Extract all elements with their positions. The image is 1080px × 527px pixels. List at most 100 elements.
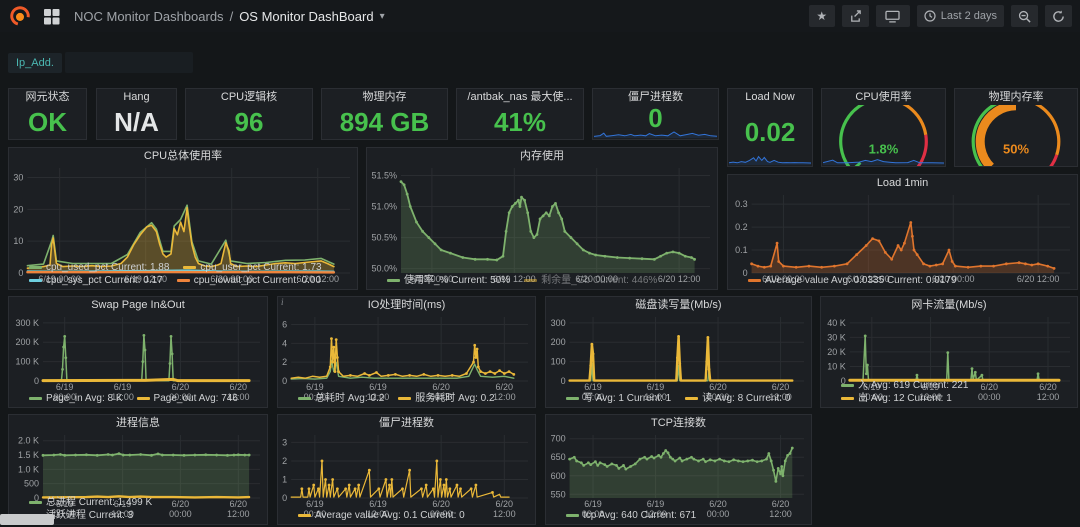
- chart-plot[interactable]: 0 100 K 200 K 300 K 6/19 00:00 6/19 12:00 6/20 00…: [9, 313, 267, 402]
- chevron-down-icon[interactable]: ▾: [379, 10, 385, 22]
- svg-text:6/19 00:00: 6/19 00:00: [38, 274, 81, 284]
- breadcrumb-folder[interactable]: NOC Monitor Dashboards: [74, 8, 224, 24]
- zoom-out-button[interactable]: [1011, 5, 1038, 27]
- panel-title[interactable]: Hang: [123, 91, 150, 103]
- panel-title[interactable]: Load Now: [745, 91, 795, 103]
- panel-title[interactable]: IO处理时间(ms): [367, 299, 446, 311]
- legend-item[interactable]: Average value Avg: 0.1 Current: 0: [298, 509, 465, 522]
- svg-text:6/19: 6/19: [584, 499, 602, 509]
- panel-title[interactable]: 内存使用: [520, 150, 564, 162]
- panel-title[interactable]: TCP连接数: [651, 417, 706, 429]
- panel-title[interactable]: 物理内存: [362, 91, 407, 103]
- legend-series-dash: [298, 397, 311, 400]
- tv-mode-button[interactable]: [875, 5, 910, 27]
- svg-text:00:00: 00:00: [53, 392, 76, 402]
- panel-title[interactable]: 物理内存率: [988, 91, 1044, 103]
- svg-text:12:00: 12:00: [111, 392, 134, 402]
- legend-series-dash: [685, 397, 699, 400]
- svg-text:6/19: 6/19: [647, 499, 665, 509]
- legend-item[interactable]: 总进程 Current: 1.499 K: [29, 496, 152, 509]
- panel-title[interactable]: /antbak_nas 最大使...: [467, 91, 573, 103]
- panel-nic-traffic: 网卡流量(Mb/s) 0 10 K 20 K 30 K 40 K 6/19 00:00 6/1…: [820, 296, 1078, 408]
- svg-text:12:00: 12:00: [493, 509, 516, 519]
- legend-item[interactable]: 读 Avg: 8 Current: 0: [685, 392, 790, 405]
- panel-disk-read-write: 磁盘读写量(Mb/s) 0 100 200 300 6/19 00:00 6/19 12:00…: [545, 296, 812, 408]
- svg-text:12:00: 12:00: [367, 509, 390, 519]
- legend-item[interactable]: 总耗时 Avg: 0.2: [298, 392, 384, 405]
- chart-plot[interactable]: 0 1 2 3 6/19 00:00 6/19 12:00 6/20 00:00 6/20 12:00: [278, 431, 535, 519]
- svg-text:10 K: 10 K: [827, 361, 846, 371]
- variable-value-redacted[interactable]: [64, 52, 193, 73]
- chart-plot[interactable]: 0 10 20 30 6/19 00:00 6/19 12:00 6/20 00:00 6/2…: [9, 164, 357, 284]
- svg-text:2.0 K: 2.0 K: [18, 436, 39, 446]
- svg-text:6/19: 6/19: [306, 382, 324, 392]
- share-button[interactable]: [841, 5, 869, 27]
- svg-text:30: 30: [13, 173, 23, 183]
- svg-text:12:00: 12:00: [919, 392, 942, 402]
- chart-plot[interactable]: 0 2 4 6 6/19 00:00 6/19 12:00 6/20 00:00 6/20 12:00: [278, 313, 535, 402]
- panel-hang: Hang N/A: [96, 88, 177, 140]
- svg-text:0.2: 0.2: [735, 222, 748, 232]
- legend-series-label: cpu_sys_pct Current: 0.17: [46, 275, 163, 286]
- scroll-thumb[interactable]: [0, 514, 54, 525]
- panel-title[interactable]: CPU逻辑核: [220, 91, 278, 103]
- chart-plot[interactable]: 0 0.1 0.2 0.3 6/19 00:00 6/19 12:00 6/20 00:00…: [728, 191, 1077, 284]
- legend-series-dash: [841, 397, 854, 400]
- legend-item[interactable]: 入 Avg: 619 Current: 221: [841, 379, 968, 392]
- legend-item[interactable]: Page_out Avg: 746: [136, 392, 238, 405]
- legend-item[interactable]: tcp Avg: 640 Current: 671: [566, 509, 696, 522]
- panel-io-latency: i IO处理时间(ms) 0 2 4 6 6/19 00:00 6/19 12:00 6/20 0…: [277, 296, 536, 408]
- legend-series-label: cpu_user_pct Current: 1.73: [200, 262, 322, 273]
- svg-text:6/19: 6/19: [863, 382, 881, 392]
- info-icon[interactable]: i: [281, 297, 284, 307]
- panel-title[interactable]: 网元状态: [25, 91, 70, 103]
- panel-title[interactable]: 僵尸进程数: [628, 91, 683, 103]
- svg-text:00:00: 00:00: [707, 392, 730, 402]
- star-icon: ★: [816, 9, 828, 23]
- stat-value: 894 GB: [339, 107, 430, 137]
- chart-plot[interactable]: 50.0% 50.5% 51.0% 51.5% 6/19 00:00 6/19 12:00…: [367, 164, 717, 284]
- legend-item[interactable]: cpu_used_pct Current: 1.88: [29, 261, 169, 274]
- panel-title[interactable]: 磁盘读写量(Mb/s): [635, 299, 722, 311]
- panel-cpu-logical-cores: CPU逻辑核 96: [185, 88, 313, 140]
- legend-series-dash: [841, 384, 854, 387]
- legend-item[interactable]: 写 Avg: 1 Current: 1: [566, 392, 671, 405]
- panel-title[interactable]: Load 1min: [876, 177, 929, 189]
- panel-title[interactable]: 进程信息: [116, 417, 160, 429]
- svg-text:00:00: 00:00: [304, 509, 327, 519]
- chart-plot[interactable]: 0 10 K 20 K 30 K 40 K 6/19 00:00 6/19 12:00 6/20 0…: [821, 313, 1077, 402]
- panel-title[interactable]: CPU总体使用率: [143, 150, 223, 162]
- legend-item[interactable]: 剩余量_Gb Current: 446%: [524, 274, 657, 287]
- svg-text:00:00: 00:00: [582, 509, 605, 519]
- grafana-logo-icon[interactable]: [8, 4, 32, 28]
- refresh-button[interactable]: [1045, 5, 1072, 27]
- legend-series-dash: [176, 279, 190, 282]
- legend-item[interactable]: cpu_user_pct Current: 1.73: [183, 261, 322, 274]
- panel-title[interactable]: CPU使用率: [855, 91, 912, 103]
- dashboard-title[interactable]: OS Monitor DashBoard: [239, 8, 374, 24]
- stat-value: 96: [234, 107, 264, 137]
- panel-title[interactable]: 网卡流量(Mb/s): [911, 299, 987, 311]
- svg-text:300: 300: [551, 318, 566, 328]
- svg-text:2: 2: [282, 357, 287, 367]
- chart-plot[interactable]: 0 500 1.0 K 1.5 K 2.0 K 6/19 00:00 6/19 12:00 6/2…: [9, 431, 267, 519]
- apps-grid-icon[interactable]: [42, 7, 60, 25]
- legend-item[interactable]: Average value Avg: 0.0335 Current: 0.017…: [748, 274, 956, 287]
- variable-label[interactable]: Ip_Add.: [8, 52, 62, 73]
- time-range-picker[interactable]: Last 2 days: [916, 5, 1004, 27]
- panel-tcp-connections: TCP连接数 550 600 650 700 6/19 00:00 6/19 12:00 6/2…: [545, 414, 812, 525]
- legend-item[interactable]: 使用率_% Current: 50%: [387, 274, 510, 287]
- svg-text:6/20: 6/20: [496, 499, 514, 509]
- svg-text:200: 200: [551, 337, 566, 347]
- panel-title[interactable]: Swap Page In&Out: [91, 299, 185, 311]
- legend-item[interactable]: Page_in Avg: 8 K: [29, 392, 123, 405]
- panel-load-now: Load Now 0.02: [727, 88, 813, 167]
- legend-item[interactable]: cpu_sys_pct Current: 0.17: [29, 274, 163, 287]
- panel-title[interactable]: 僵尸进程数: [379, 417, 434, 429]
- legend-item[interactable]: 出 Avg: 12 Current: 1: [841, 392, 952, 405]
- legend-item[interactable]: 服务耗时 Avg: 0.2: [398, 392, 495, 405]
- star-button[interactable]: ★: [808, 5, 835, 27]
- chart-plot[interactable]: 0 100 200 300 6/19 00:00 6/19 12:00 6/20 00:00 6/2…: [546, 313, 811, 402]
- chart-plot[interactable]: 550 600 650 700 6/19 00:00 6/19 12:00 6/20 00:00 6…: [546, 431, 811, 519]
- legend-item[interactable]: cpu_iowait_pct Current: 0.00: [176, 274, 321, 287]
